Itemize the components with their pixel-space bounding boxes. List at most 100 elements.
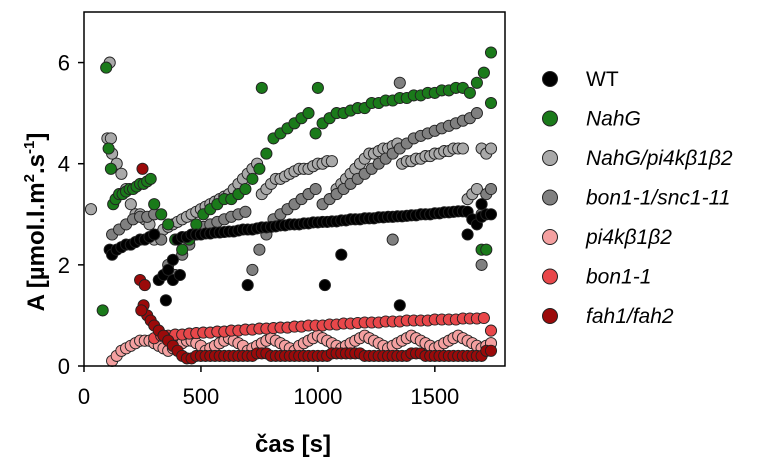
data-point — [239, 182, 252, 196]
data-point — [104, 132, 117, 145]
y-tick-label: 0 — [58, 354, 70, 379]
data-point — [162, 218, 175, 231]
x-tick-label: 1500 — [410, 384, 459, 409]
series-0-points — [103, 198, 498, 312]
legend-marker — [542, 71, 558, 87]
data-point — [456, 142, 469, 155]
y-axis-ticks: 0 2 4 6 — [58, 51, 84, 379]
data-point — [484, 208, 498, 221]
data-point — [124, 198, 137, 211]
data-point — [325, 155, 338, 168]
data-points — [84, 46, 498, 367]
legend-item: NahG/pi4kβ1β2 — [542, 147, 733, 170]
data-point — [484, 96, 498, 110]
legend-item: bon1-1 — [542, 266, 651, 289]
data-point — [173, 268, 186, 282]
legend-item: bon1-1/snc1-11 — [542, 187, 730, 210]
data-point — [480, 243, 493, 256]
series-3-points — [106, 76, 498, 282]
data-point — [335, 248, 348, 261]
legend-marker — [542, 110, 558, 127]
data-point — [84, 203, 98, 216]
data-point — [318, 279, 331, 292]
data-point — [96, 304, 109, 317]
data-point — [475, 198, 488, 211]
legend-label: bon1-1 — [586, 266, 651, 289]
data-point — [470, 76, 483, 89]
legend-marker — [542, 268, 558, 285]
data-point — [138, 279, 151, 292]
legend-marker — [542, 308, 558, 324]
legend: WT NahG NahG/pi4kβ1β2 bon1-1/snc1-11 pi4kβ1β… — [542, 68, 733, 328]
x-tick-label: 1000 — [293, 384, 342, 409]
legend-item: fah1/fah2 — [542, 305, 674, 328]
data-point — [309, 182, 322, 196]
data-point — [253, 243, 266, 256]
data-point — [311, 81, 324, 94]
data-point — [104, 162, 117, 175]
data-point — [461, 228, 474, 241]
data-point — [484, 344, 498, 357]
legend-label: WT — [586, 68, 619, 91]
legend-marker — [542, 189, 558, 206]
data-point — [302, 107, 315, 120]
data-point — [470, 182, 483, 196]
legend-label: NahG — [586, 108, 641, 131]
data-point — [470, 107, 483, 120]
y-tick-label: 2 — [58, 253, 70, 278]
data-point — [155, 208, 168, 221]
plot-area-frame — [83, 11, 506, 367]
data-point — [144, 172, 157, 185]
data-point — [255, 81, 268, 94]
data-point — [135, 304, 148, 317]
y-axis-title-sup-1: 2 — [21, 174, 38, 182]
y-axis-title: A [µmol.l.m2.s-1] — [21, 133, 50, 312]
y-axis-title-end: ] — [23, 133, 50, 141]
data-point — [246, 263, 259, 276]
data-point — [148, 228, 161, 241]
data-point — [309, 127, 322, 140]
data-point — [162, 263, 175, 276]
data-point — [463, 86, 476, 99]
data-point — [477, 311, 490, 325]
legend-label: bon1-1/snc1-11 — [586, 187, 730, 210]
data-point — [393, 299, 406, 312]
data-point — [393, 76, 406, 89]
legend-marker — [542, 150, 558, 166]
y-axis-title-mid: .s — [23, 154, 50, 174]
x-axis-ticks: 0 500 1000 1500 — [78, 366, 459, 409]
data-point — [477, 66, 490, 79]
data-point — [484, 142, 498, 155]
data-point — [100, 61, 113, 74]
legend-item: NahG — [542, 108, 641, 131]
data-point — [102, 142, 115, 155]
data-point — [260, 147, 273, 160]
legend-item: pi4kβ1β2 — [542, 226, 672, 249]
legend-label: fah1/fah2 — [586, 305, 674, 328]
data-point — [241, 279, 254, 292]
data-point — [239, 205, 252, 218]
data-point — [136, 162, 149, 175]
legend-label: pi4kβ1β2 — [585, 226, 672, 249]
data-point — [176, 243, 189, 256]
y-axis-title-sup-2: -1 — [21, 141, 38, 154]
data-point — [484, 182, 498, 196]
data-point — [166, 253, 179, 266]
series-6-points — [134, 162, 498, 365]
data-point — [484, 46, 498, 59]
y-axis-title-main: A [µmol.l.m — [23, 182, 50, 311]
x-axis-title: čas [s] — [255, 431, 331, 458]
y-tick-label: 4 — [58, 152, 70, 177]
data-point — [148, 198, 161, 211]
data-point — [246, 172, 259, 185]
legend-item: WT — [542, 68, 619, 91]
data-point — [386, 233, 399, 246]
legend-label: NahG/pi4kβ1β2 — [586, 147, 733, 170]
data-point — [159, 294, 172, 307]
legend-marker — [542, 229, 558, 245]
data-point — [484, 324, 498, 337]
x-tick-label: 0 — [78, 384, 90, 409]
data-point — [115, 167, 128, 180]
data-point — [475, 258, 488, 271]
